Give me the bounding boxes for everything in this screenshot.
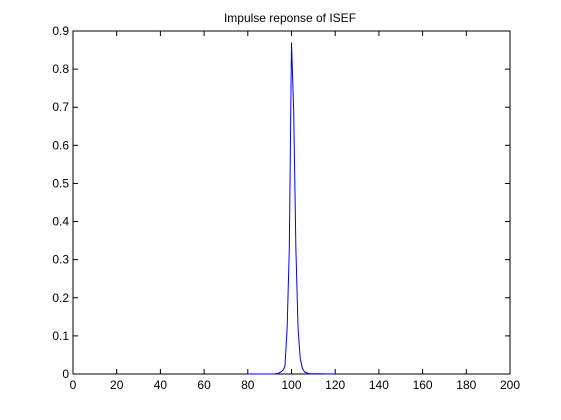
x-tick-label: 200	[500, 378, 520, 392]
x-tick-label: 20	[110, 378, 124, 392]
y-tick-label: 0.9	[52, 24, 69, 38]
x-tick-label: 100	[281, 378, 301, 392]
y-tick-label: 0.6	[52, 138, 69, 152]
x-tick-label: 140	[369, 378, 389, 392]
y-tick-label: 0	[62, 367, 69, 381]
x-tick-label: 180	[456, 378, 476, 392]
x-tick-label: 80	[241, 378, 255, 392]
x-tick-label: 40	[154, 378, 168, 392]
y-tick-label: 0.5	[52, 176, 69, 190]
y-tick-label: 0.7	[52, 100, 69, 114]
chart-title: Impulse reponse of ISEF	[224, 11, 356, 25]
y-tick-label: 0.2	[52, 291, 69, 305]
x-tick-label: 160	[413, 378, 433, 392]
y-tick-label: 0.4	[52, 215, 69, 229]
x-tick-label: 120	[325, 378, 345, 392]
y-tick-label: 0.3	[52, 253, 69, 267]
x-tick-label: 60	[197, 378, 211, 392]
y-tick-label: 0.8	[52, 62, 69, 76]
x-tick-label: 0	[70, 378, 77, 392]
y-tick-label: 0.1	[52, 329, 69, 343]
